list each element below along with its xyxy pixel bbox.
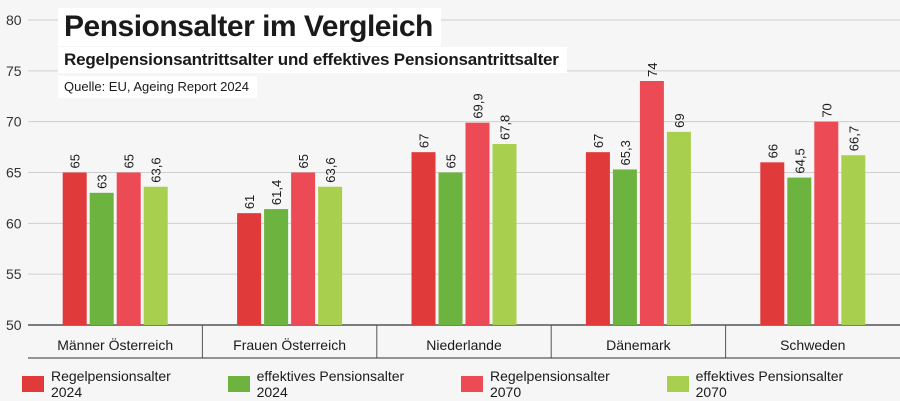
- bar: [760, 162, 785, 325]
- bar: [318, 186, 343, 325]
- data-label: 69,9: [471, 93, 486, 118]
- legend-label: effektives Pensionsalter 2070: [695, 368, 844, 400]
- title-box: Pensionsalter im Vergleich: [58, 8, 441, 46]
- data-label: 67: [591, 134, 606, 148]
- bar: [585, 152, 610, 325]
- legend-item: Regelpensionsalter 2024: [22, 368, 206, 400]
- data-label: 66: [765, 144, 780, 158]
- data-label: 64,5: [792, 148, 807, 173]
- data-label: 61: [242, 195, 257, 209]
- bar: [291, 172, 316, 325]
- y-tick-label: 75: [6, 63, 22, 79]
- data-label: 65: [296, 154, 311, 168]
- bar: [841, 155, 866, 325]
- data-label: 63,6: [149, 157, 164, 182]
- legend-label: Regelpensionsalter 2024: [50, 368, 171, 400]
- bar: [89, 192, 114, 325]
- data-label: 65: [68, 154, 83, 168]
- chart-title: Pensionsalter im Vergleich: [64, 10, 433, 43]
- data-label: 65: [444, 154, 459, 168]
- bar: [116, 172, 141, 325]
- data-label: 74: [645, 63, 660, 77]
- bar: [237, 213, 262, 325]
- legend-label: effektives Pensionsalter 2024: [256, 368, 405, 400]
- chart-subtitle: Regelpensionsantrittsalter und effektive…: [64, 50, 559, 69]
- y-tick-label: 60: [6, 215, 22, 231]
- bar: [438, 172, 463, 325]
- bar: [143, 186, 168, 325]
- x-tick-label: Dänemark: [606, 337, 672, 353]
- data-label: 69: [672, 113, 687, 127]
- data-label: 61,4: [269, 180, 284, 205]
- bar: [411, 152, 436, 325]
- legend-item: effektives Pensionsalter 2070: [666, 368, 878, 400]
- legend: Regelpensionsalter 2024 effektives Pensio…: [22, 368, 900, 400]
- y-tick-label: 65: [6, 165, 22, 181]
- data-label: 66,7: [846, 126, 861, 151]
- bar: [492, 144, 517, 325]
- data-label: 63: [95, 174, 110, 188]
- x-tick-label: Niederlande: [426, 337, 502, 353]
- x-tick-label: Männer Österreich: [57, 336, 173, 353]
- data-label: 63,6: [323, 157, 338, 182]
- bar: [787, 177, 812, 325]
- y-tick-label: 50: [6, 317, 22, 333]
- x-tick-label: Frauen Österreich: [233, 336, 346, 353]
- subtitle-box: Regelpensionsantrittsalter und effektive…: [58, 47, 567, 73]
- source-box: Quelle: EU, Ageing Report 2024: [58, 76, 258, 98]
- bar: [612, 169, 637, 325]
- data-label: 67: [417, 134, 432, 148]
- y-tick-label: 55: [6, 266, 22, 282]
- legend-swatch: [666, 376, 689, 392]
- legend-swatch: [227, 376, 250, 392]
- bar: [465, 122, 490, 325]
- bar: [814, 121, 839, 326]
- legend-item: effektives Pensionsalter 2024: [227, 368, 439, 400]
- bar: [639, 81, 664, 325]
- data-label: 70: [819, 103, 834, 117]
- data-label: 67,8: [498, 115, 513, 140]
- legend-swatch: [22, 376, 44, 392]
- data-label: 65: [122, 154, 137, 168]
- data-label: 65,3: [618, 140, 633, 165]
- bar: [666, 131, 691, 325]
- legend-item: Regelpensionsalter 2070: [461, 368, 645, 400]
- bar: [264, 209, 289, 325]
- legend-swatch: [461, 376, 483, 392]
- chart-source: Quelle: EU, Ageing Report 2024: [64, 79, 250, 94]
- legend-label: Regelpensionsalter 2070: [489, 368, 610, 400]
- y-tick-label: 80: [6, 12, 22, 28]
- x-tick-label: Schweden: [780, 337, 845, 353]
- y-tick-label: 70: [6, 114, 22, 130]
- bar: [62, 172, 87, 325]
